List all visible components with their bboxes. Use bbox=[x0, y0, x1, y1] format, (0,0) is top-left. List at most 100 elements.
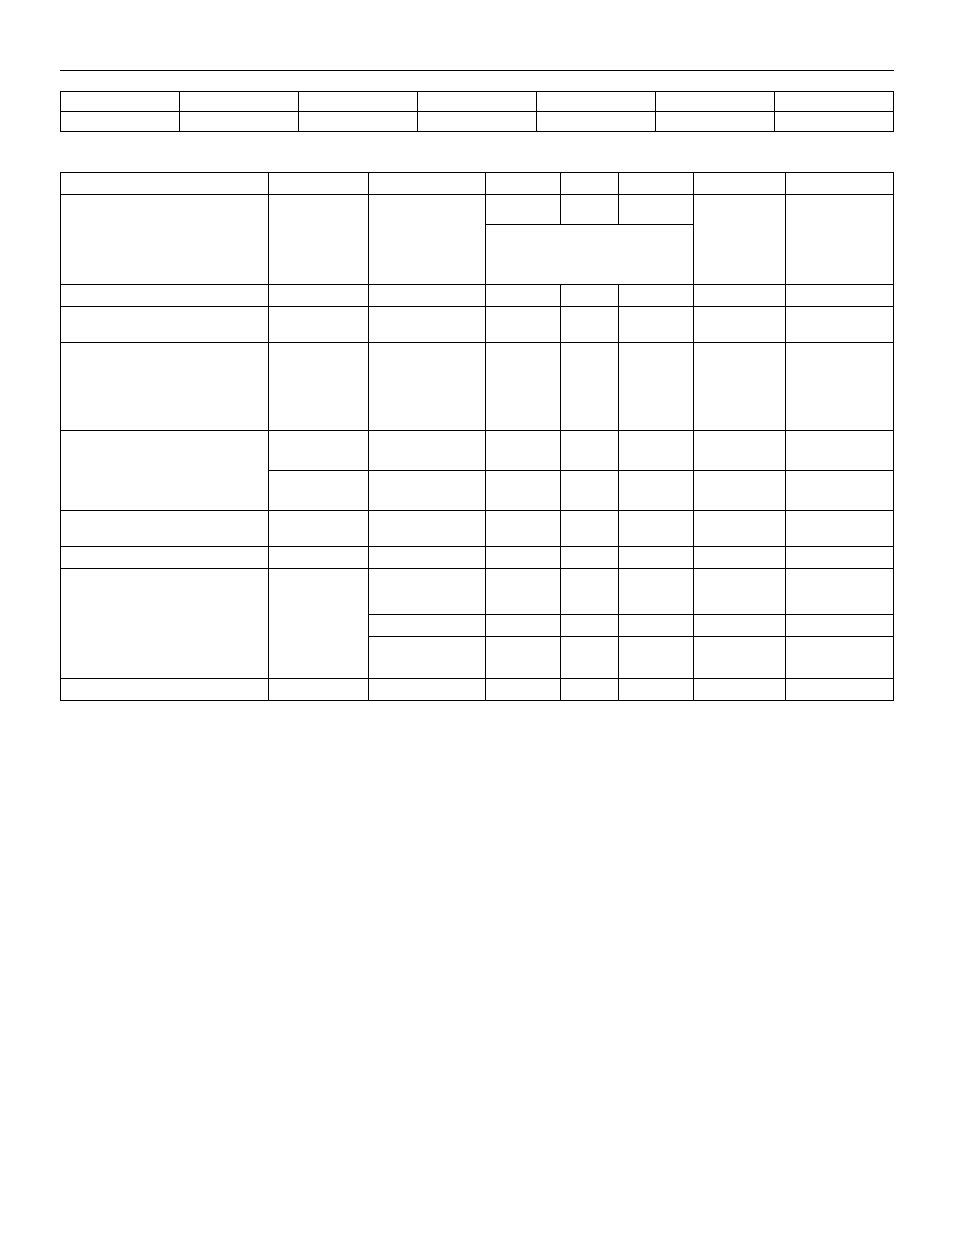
table-cell bbox=[369, 471, 486, 511]
table-cell bbox=[619, 173, 694, 195]
table-row bbox=[61, 173, 894, 195]
table-cell bbox=[61, 112, 180, 132]
table-cell bbox=[369, 547, 486, 569]
table-cell bbox=[269, 307, 369, 343]
table-cell bbox=[299, 92, 418, 112]
table-cell bbox=[61, 511, 269, 547]
table-cell bbox=[560, 614, 618, 637]
table-cell bbox=[61, 307, 269, 343]
table-cell bbox=[180, 92, 299, 112]
table-row bbox=[61, 92, 894, 112]
table-cell bbox=[560, 547, 618, 569]
table-cell bbox=[485, 431, 560, 471]
table-row bbox=[61, 112, 894, 132]
table-cell bbox=[619, 511, 694, 547]
table-cell bbox=[485, 511, 560, 547]
table-cell bbox=[619, 431, 694, 471]
table-cell bbox=[269, 679, 369, 701]
table-2 bbox=[60, 172, 894, 701]
table-cell bbox=[269, 471, 369, 511]
table-cell bbox=[61, 285, 269, 307]
table-cell bbox=[785, 637, 893, 679]
table-cell bbox=[619, 569, 694, 615]
table-cell bbox=[485, 679, 560, 701]
table-cell bbox=[656, 112, 775, 132]
table-cell bbox=[785, 471, 893, 511]
table-cell bbox=[485, 471, 560, 511]
table-cell bbox=[694, 547, 786, 569]
table-cell bbox=[369, 679, 486, 701]
table-cell bbox=[537, 92, 656, 112]
table-cell bbox=[560, 679, 618, 701]
table-cell bbox=[694, 173, 786, 195]
table-cell bbox=[299, 112, 418, 132]
table-cell bbox=[485, 637, 560, 679]
table-cell bbox=[369, 195, 486, 285]
table-cell bbox=[61, 431, 269, 511]
table-cell bbox=[485, 173, 560, 195]
table-cell bbox=[485, 285, 560, 307]
table-cell bbox=[269, 569, 369, 679]
table-cell bbox=[269, 511, 369, 547]
table-cell bbox=[269, 547, 369, 569]
table-cell bbox=[619, 343, 694, 431]
table-cell bbox=[785, 431, 893, 471]
top-rule bbox=[60, 70, 894, 71]
table-cell bbox=[694, 431, 786, 471]
table-cell bbox=[560, 307, 618, 343]
table-cell bbox=[560, 173, 618, 195]
table-cell bbox=[775, 112, 894, 132]
table-cell bbox=[785, 173, 893, 195]
table-cell bbox=[61, 547, 269, 569]
table-cell bbox=[369, 637, 486, 679]
table-cell bbox=[485, 307, 560, 343]
table-cell bbox=[560, 431, 618, 471]
table-cell bbox=[560, 471, 618, 511]
table-cell bbox=[656, 92, 775, 112]
table-cell bbox=[369, 343, 486, 431]
table-cell bbox=[369, 569, 486, 615]
table-cell bbox=[619, 679, 694, 701]
table-cell bbox=[180, 112, 299, 132]
table-cell bbox=[560, 343, 618, 431]
table-cell bbox=[61, 92, 180, 112]
table-cell bbox=[785, 343, 893, 431]
table-cell bbox=[61, 343, 269, 431]
table-cell bbox=[485, 343, 560, 431]
table-cell bbox=[694, 343, 786, 431]
table-cell bbox=[485, 569, 560, 615]
table-cell bbox=[369, 511, 486, 547]
table-cell bbox=[619, 285, 694, 307]
table-cell bbox=[619, 307, 694, 343]
table-row bbox=[61, 511, 894, 547]
table-cell bbox=[619, 195, 694, 225]
table-cell bbox=[785, 547, 893, 569]
table-cell bbox=[785, 614, 893, 637]
table-row bbox=[61, 195, 894, 225]
table-row bbox=[61, 343, 894, 431]
table-row bbox=[61, 431, 894, 471]
table-cell bbox=[269, 431, 369, 471]
table-cell bbox=[785, 679, 893, 701]
table-cell bbox=[418, 92, 537, 112]
table-cell bbox=[785, 285, 893, 307]
table-cell bbox=[61, 679, 269, 701]
table-cell bbox=[61, 195, 269, 285]
table-cell bbox=[61, 173, 269, 195]
table-cell bbox=[694, 307, 786, 343]
table-cell bbox=[694, 285, 786, 307]
table-cell bbox=[785, 307, 893, 343]
table-cell bbox=[269, 195, 369, 285]
table-cell bbox=[61, 569, 269, 679]
table-cell bbox=[560, 285, 618, 307]
table-cell bbox=[619, 637, 694, 679]
table-cell bbox=[785, 195, 893, 285]
table-cell bbox=[269, 285, 369, 307]
table-cell bbox=[485, 225, 693, 285]
table-cell bbox=[369, 431, 486, 471]
table-cell bbox=[369, 285, 486, 307]
table-cell bbox=[785, 569, 893, 615]
table-cell bbox=[775, 92, 894, 112]
table-row bbox=[61, 679, 894, 701]
table-cell bbox=[485, 195, 560, 225]
